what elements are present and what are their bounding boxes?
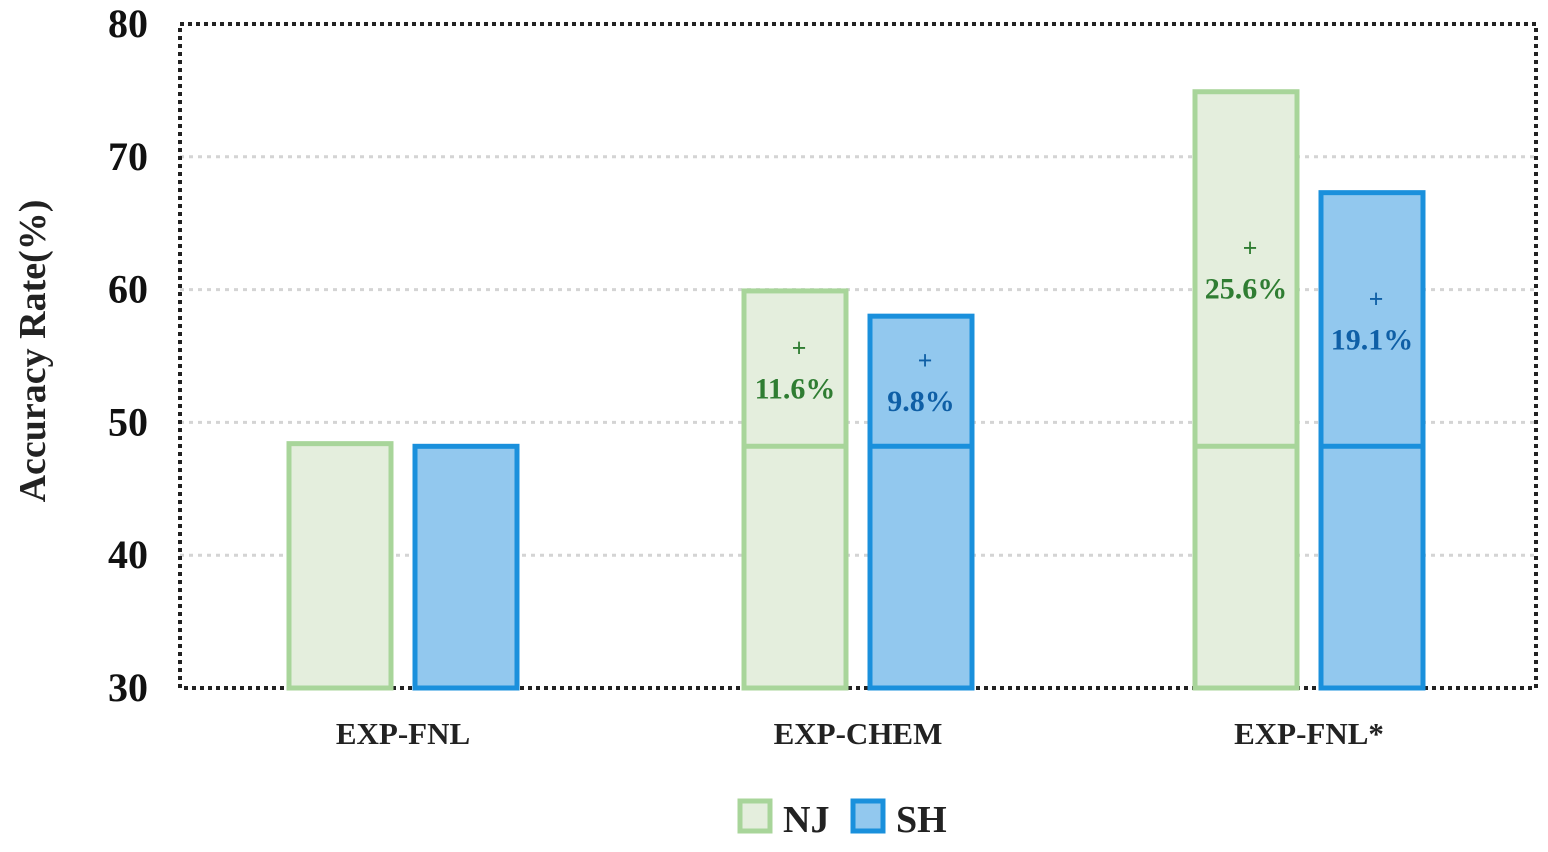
- x-tick-label: EXP-CHEM: [774, 716, 943, 751]
- bar-nj: [741, 288, 849, 691]
- bar-sh: [867, 313, 975, 691]
- gain-plus-label: +: [792, 334, 807, 363]
- y-axis-title: Accuracy Rate(%): [12, 200, 54, 503]
- gain-plus-label: +: [918, 346, 933, 375]
- gain-data-label: 11.6%: [755, 373, 836, 406]
- y-tick-label: 30: [108, 665, 148, 710]
- gain-plus-label: +: [1369, 284, 1384, 313]
- legend-label-sh: SH: [896, 799, 947, 841]
- legend-swatch-sh: [850, 798, 886, 834]
- gain-data-label: 9.8%: [887, 385, 955, 418]
- bar-sh: [1318, 190, 1426, 691]
- x-tick-label: EXP-FNL: [336, 716, 470, 751]
- y-tick-label: 70: [108, 134, 148, 179]
- gain-data-label: 19.1%: [1331, 323, 1414, 356]
- x-tick-label: EXP-FNL*: [1234, 716, 1384, 751]
- gain-data-label: 25.6%: [1205, 273, 1288, 306]
- legend-swatch-nj: [737, 798, 773, 834]
- gain-plus-label: +: [1243, 234, 1258, 263]
- legend-label-nj: NJ: [783, 799, 829, 841]
- y-tick-label: 50: [108, 399, 148, 444]
- plot-frame: [178, 22, 1538, 690]
- bar-sh: [412, 443, 520, 691]
- y-tick-label: 40: [108, 532, 148, 577]
- bar-nj: [1192, 89, 1300, 691]
- bar-nj: [286, 441, 394, 691]
- y-tick-label: 80: [108, 1, 148, 46]
- y-tick-label: 60: [108, 267, 148, 312]
